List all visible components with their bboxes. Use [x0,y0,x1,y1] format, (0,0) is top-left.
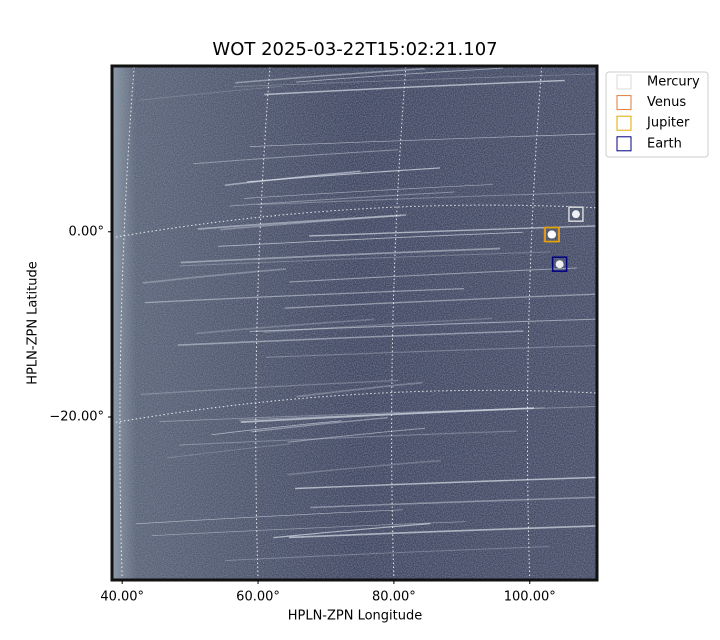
streak [193,149,399,165]
grid-line [112,389,597,424]
streak [266,344,597,358]
grid-line [526,66,543,580]
streak [142,268,287,284]
y-tick-label: 0.00° [69,224,104,239]
legend: Mercury Venus Jupiter Earth [605,71,709,158]
streak [263,317,493,334]
plot-area [112,66,597,580]
planet-marker [568,206,584,222]
streak [296,67,503,83]
streak [249,318,597,332]
streak [287,427,426,443]
legend-swatch [616,95,632,111]
grid-line [255,66,271,580]
legend-label: Venus [647,95,686,110]
streak [218,231,523,247]
planet-glow [555,260,564,269]
streak [232,73,597,88]
streak [220,214,402,231]
streak [246,167,440,183]
streak [139,85,284,101]
streak [229,191,455,207]
streak [179,251,551,267]
streak [288,525,597,539]
streaks [135,67,597,562]
legend-label: Mercury [647,75,700,90]
streak [287,459,441,476]
streak [257,191,597,206]
streak [289,267,578,283]
streak [145,288,465,304]
planet-marker [544,226,560,243]
streak [264,79,565,96]
x-tick-label: 60.00° [236,590,280,605]
streak [273,523,431,539]
streak [296,381,423,398]
planet-glow [571,210,580,219]
planet-glow [548,230,557,239]
streak [284,293,596,309]
streak [178,430,517,446]
streak [180,247,501,264]
legend-swatch [616,136,632,152]
x-tick-label: 40.00° [100,590,144,605]
streak [151,521,466,537]
streak [235,68,425,84]
legend-swatch [616,115,632,131]
grid-line [112,204,597,239]
streak [240,407,535,423]
streak [249,133,597,147]
x-tick-label: 100.00° [504,590,556,605]
plot-frame [110,64,599,582]
streak [310,496,597,509]
streak [309,225,597,237]
x-tick-label: 80.00° [372,590,416,605]
chart-title: WOT 2025-03-22T15:02:21.107 [212,39,497,60]
streak [140,379,399,396]
streak [177,330,524,346]
legend-label: Jupiter [646,116,690,131]
planet-marker [551,256,568,272]
y-axis-label: HPLN-ZPN Latitude [26,261,41,384]
legend-frame [605,71,709,158]
streak [211,420,342,436]
streak [196,318,375,335]
legend-label: Earth [647,136,682,151]
image-noise [112,66,597,580]
streak [243,184,493,199]
streak [197,214,407,230]
streak [295,476,597,490]
x-axis-label: HPLN-ZPN Longitude [288,609,423,624]
streak [135,509,403,525]
y-tick-label: −20.00° [49,410,104,425]
streak [159,407,545,423]
grid-line [119,66,135,580]
grid-line [391,66,407,580]
streak [251,416,388,433]
streak [225,546,549,562]
legend-swatch [616,74,632,90]
streak [167,443,291,459]
